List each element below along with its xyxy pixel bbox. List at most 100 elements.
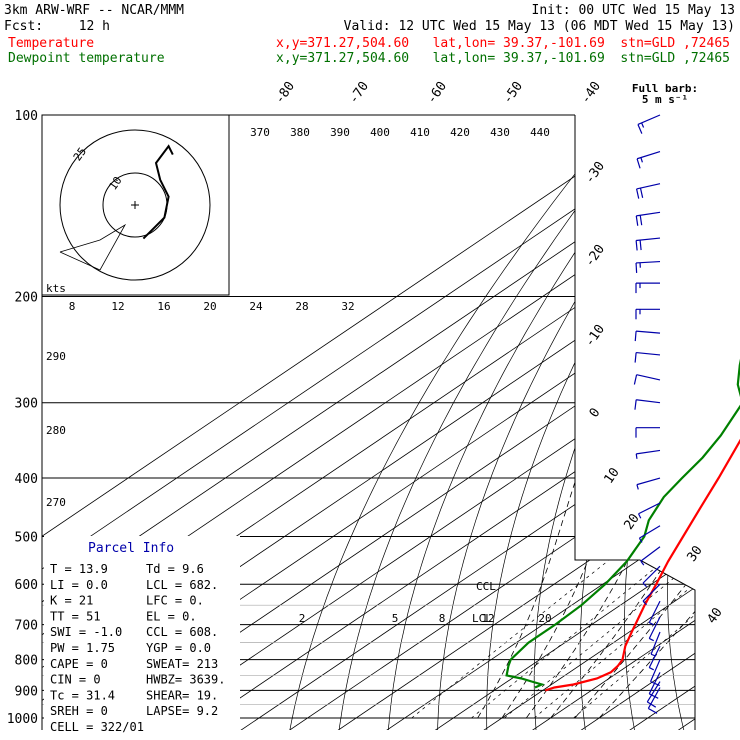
dry-adiabat-line [437,115,695,730]
wind-barb [642,565,661,588]
full-barb-units: 5 m s⁻¹ [642,93,688,106]
full-barb-label: Full barb: [632,82,698,95]
hodograph-speed-label: 16 [157,300,170,313]
theta-label: 380 [290,126,310,139]
isotherm-label: -60 [424,79,450,107]
isotherm-label: 30 [684,543,705,564]
isotherm-label: -30 [582,159,608,187]
wind-barb [635,427,660,438]
isotherm-line [337,115,695,730]
hodograph: 25 10 [41,114,230,296]
wind-barbs [633,114,661,714]
isotherm-line [288,115,695,730]
isotherm-line [42,115,695,730]
valid-time: Valid: 12 UTC Wed 15 May 13 (06 MDT Wed … [344,19,735,34]
parcel-info-title: Parcel Info [88,541,174,556]
hodograph-trace [142,144,174,240]
wind-barb [635,260,661,273]
isotherm-line [385,115,695,730]
isotherm-line [239,115,695,730]
pressure-label: 400 [15,472,38,487]
isotherm-line [434,115,695,730]
dry-adiabat-line [338,115,670,730]
isotherm-label: -50 [500,79,526,107]
wind-barb [636,477,661,490]
wind-barb [633,374,661,385]
dry-adiabat-label: 290 [46,350,66,363]
theta-labels: 370 380 390 400 410 420 430 440 [250,126,550,139]
dry-adiabat-line [533,115,695,730]
thermodynamic-grid [42,115,695,730]
parcel-info-left: CELL = 322/01 [50,720,144,734]
wind-barb [647,687,661,714]
mixing-ratio-label: 8 [439,612,446,625]
wind-barb [648,645,661,671]
wind-barb [635,308,660,320]
ccl-marker: CCL [476,580,496,593]
pressure-label: 1000 [7,712,38,727]
parcel-info-left: K = 21 [50,594,93,608]
init-time: Init: 00 UTC Wed 15 May 13 [532,3,736,18]
parcel-info-left: CAPE = 0 [50,657,108,671]
wind-barb [637,502,661,519]
lcl-marker: LCL [472,612,492,625]
isotherm-line [580,115,695,730]
hodograph-speed-labels: 8 12 16 20 24 28 32 [69,300,355,313]
wind-barb [637,114,661,134]
mixing-ratio-label: 20 [538,612,551,625]
dry-adiabat-label: 270 [46,496,66,509]
hodograph-speed-label: 20 [203,300,216,313]
isotherm-label: 10 [601,465,622,486]
mixing-ratio-label: 12 [481,612,494,625]
isotherm-label: 20 [621,511,642,532]
pressure-label: 100 [15,109,38,124]
theta-label: 440 [530,126,550,139]
temperature-legend: Temperature [8,36,94,51]
hodograph-speed-label: 12 [111,300,124,313]
dry-adiabat-line [624,115,695,730]
isotherm-line [677,115,695,730]
parcel-info-right: LCL = 682. [146,578,218,592]
wind-barb [650,631,661,657]
parcel-info-right: EL = 0. [146,609,197,623]
parcel-info-left: Tc = 31.4 [50,688,115,702]
pressure-label: 700 [15,619,38,634]
dry-adiabat-line [486,115,695,730]
parcel-info-left: SREH = 0 [50,704,108,718]
wind-barb [642,583,661,606]
wind-barb [634,399,661,410]
wind-barb [635,183,661,199]
wind-barb [634,330,661,342]
theta-label: 420 [450,126,470,139]
dry-adiabat-label: 280 [46,424,66,437]
wind-barb [635,211,661,226]
isotherm-line [628,115,695,730]
hodograph-storm-motion [59,223,127,271]
wind-barb [646,681,661,708]
dry-adiabat-labels: 290 280 270 [46,350,66,509]
hodograph-speed-label: 28 [295,300,308,313]
parcel-info-right: CCL = 608. [146,625,218,639]
temperature-profile [544,438,740,692]
pressure-label: 800 [15,654,38,669]
dry-adiabat-line [579,115,695,730]
mixing-ratio-line [504,536,695,719]
dry-adiabat-line [289,115,646,730]
parcel-info-left: TT = 51 [50,609,101,623]
wind-barb [636,151,661,169]
parcel-info-rows: T = 13.9 Td = 9.6 LI = 0.0 LCL = 682. K = 21… [50,562,225,734]
parcel-info-left: SWI = -1.0 [50,625,122,639]
pressure-label: 600 [15,578,38,593]
parcel-info-right: LFC = 0. [146,594,204,608]
wind-barb [648,600,661,626]
pressure-label: 900 [15,684,38,699]
isotherm-labels: -80 -70 -60 -50 -40 -30 -20 -10 0 10 20 30 40 [272,79,726,627]
hodograph-units: kts [46,282,66,295]
mixing-ratio-labels: 2 5 8 12 20 [299,612,552,625]
wind-barb [635,237,661,251]
isotherm-label: -80 [272,79,298,107]
fcst-value: 12 h [79,19,110,34]
parcel-info-right: SHEAR= 19. [146,688,218,702]
isotherm-line [482,115,695,730]
